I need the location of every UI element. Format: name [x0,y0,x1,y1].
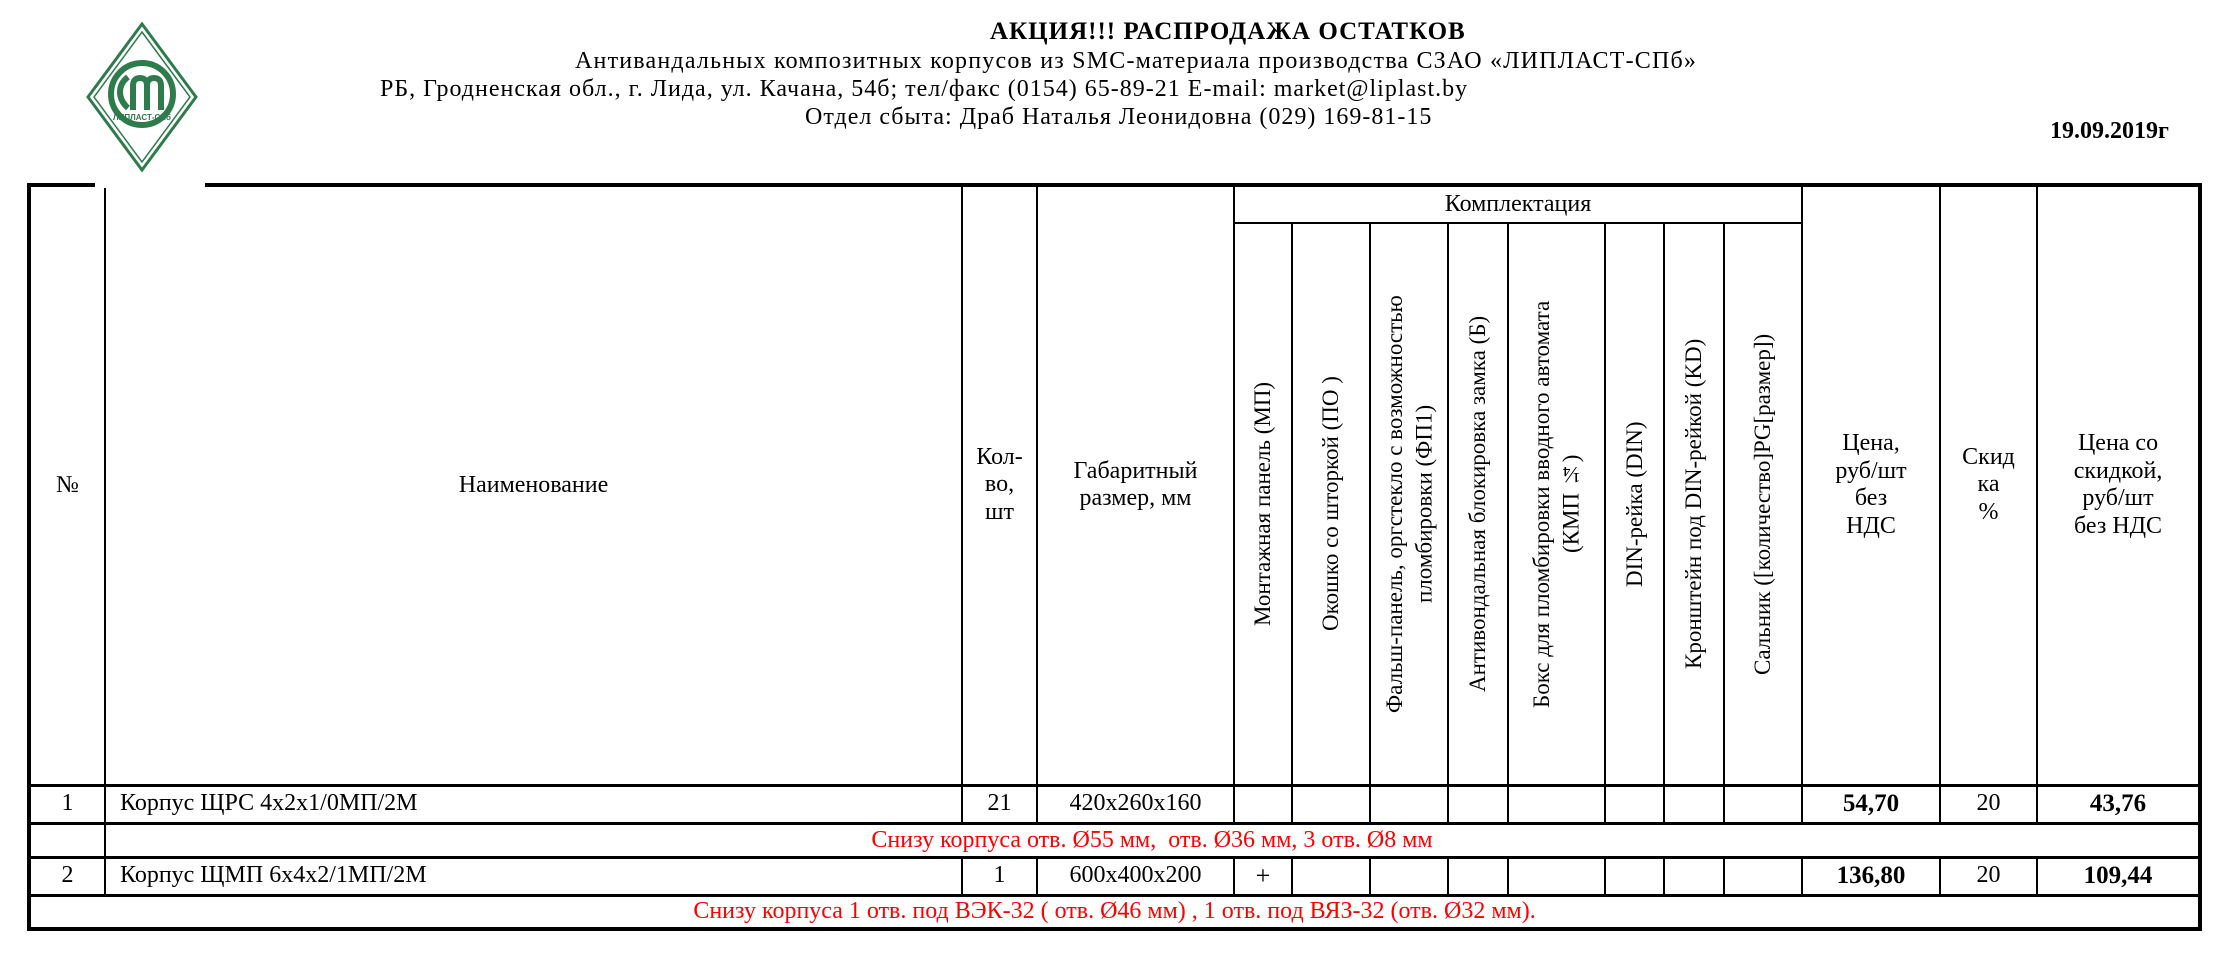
row-2-eq-mp: + [1233,855,1293,897]
col-header-qty: Кол- во, шт [961,184,1038,786]
equipment-header-kmp: Бокс для пломбировки вводного автомата (… [1507,222,1606,786]
col-header-num: № [28,184,106,786]
equipment-header-po-label: Окошко со шторкой (ПО ) [1318,376,1344,632]
row-1-name: Корпус ЩРС 4х2х1/0МП/2М [104,783,963,825]
row-2-price: 136,80 [1801,855,1942,897]
row-2-eq-gland [1722,855,1804,897]
row-1-note-text: Снизу корпуса отв. Ø55 мм, отв. Ø36 мм, … [871,826,1433,853]
equipment-header-po: Окошко со шторкой (ПО ) [1291,222,1371,786]
equipment-header-fp1-label: Фальш-панель, оргстекло с возможностью п… [1381,294,1436,713]
header-subtitle-products: Антивандальных композитных корпусов из S… [575,48,1698,74]
equipment-header-kd: Кронштейн под DIN-рейкой (KD) [1663,222,1725,786]
row-2-note-cell: Снизу корпуса 1 отв. под ВЭК-32 ( отв. Ø… [27,893,2202,931]
table-row-2: 2 Корпус ЩМП 6х4х2/1МП/2М 1 600х400х200 … [28,855,2202,897]
row-1-note-num-cell [28,821,106,859]
equipment-header-b-label: Антивондальная блокировка замка (Б) [1465,315,1491,692]
equipment-header-din: DIN-рейка (DIN) [1604,222,1665,786]
col-header-discount: Скид ка % [1939,184,2039,786]
row-2-num: 2 [28,855,106,897]
equipment-header-gland: Сальник ([количество]PG[размер]) [1722,222,1804,786]
row-2-eq-kd [1663,855,1725,897]
col-header-price: Цена, руб/шт без НДС [1801,184,1942,786]
col-header-price-discounted: Цена со скидкой, руб/шт без НДС [2036,184,2202,786]
row-1-qty: 21 [961,783,1038,825]
equipment-header-fp1: Фальш-панель, оргстекло с возможностью п… [1369,222,1449,786]
table-row-1: 1 Корпус ЩРС 4х2х1/0МП/2М 21 420х260х160… [28,783,2202,825]
table-row-1-note: Снизу корпуса отв. Ø55 мм, отв. Ø36 мм, … [28,821,2202,859]
row-2-name: Корпус ЩМП 6х4х2/1МП/2М [104,855,963,897]
header-address-contacts: РБ, Гродненская обл., г. Лида, ул. Качан… [380,76,1469,102]
header-sales-contact: Отдел сбыта: Драб Наталья Леонидовна (02… [805,104,1433,130]
row-1-eq-fp1 [1369,783,1449,825]
equipment-header-mp: Монтажная панель (МП) [1233,222,1293,786]
equipment-header-mp-label: Монтажная панель (МП) [1250,381,1276,626]
row-1-eq-b [1447,783,1509,825]
row-2-eq-kmp [1507,855,1606,897]
row-1-price: 54,70 [1801,783,1942,825]
equipment-header-kd-label: Кронштейн под DIN-рейкой (KD) [1681,338,1707,669]
row-2-note-text: Снизу корпуса 1 отв. под ВЭК-32 ( отв. Ø… [693,898,1536,925]
logo-border-gap [95,178,205,188]
row-1-discount: 20 [1939,783,2039,825]
liplast-logo-icon: ЛИПЛАСТ-СПб [86,21,198,173]
row-1-eq-din [1604,783,1665,825]
row-2-size: 600х400х200 [1036,855,1235,897]
table-row-2-note: Снизу корпуса 1 отв. под ВЭК-32 ( отв. Ø… [27,893,2202,931]
logo-text: ЛИПЛАСТ-СПб [113,113,171,122]
row-1-price-discounted: 43,76 [2036,783,2202,825]
row-1-eq-kd [1663,783,1725,825]
row-2-discount: 20 [1939,855,2039,897]
row-1-size: 420х260х160 [1036,783,1235,825]
equipment-header-b: Антивондальная блокировка замка (Б) [1447,222,1509,786]
price-table: № Наименование Кол- во, шт Габаритный ра… [27,183,2203,931]
row-2-price-discounted: 109,44 [2036,855,2202,897]
row-2-eq-din [1604,855,1665,897]
equipment-header-gland-label: Сальник ([количество]PG[размер]) [1750,333,1776,675]
row-2-eq-b [1447,855,1509,897]
row-2-eq-fp1 [1369,855,1449,897]
row-1-eq-gland [1722,783,1804,825]
col-header-name: Наименование [104,184,963,786]
row-1-eq-po [1291,783,1371,825]
equipment-header-din-label: DIN-рейка (DIN) [1621,420,1647,587]
row-1-num: 1 [28,783,106,825]
row-1-eq-mp [1233,783,1293,825]
equipment-header-kmp-label: Бокс для пломбировки вводного автомата (… [1529,300,1584,708]
row-2-eq-po [1291,855,1371,897]
col-header-equipment-group: Комплектация [1232,184,1804,224]
document-date: 19.09.2019г [2050,118,2169,144]
col-header-size: Габаритный размер, мм [1036,184,1235,786]
row-1-note-cell: Снизу корпуса отв. Ø55 мм, отв. Ø36 мм, … [103,821,2202,859]
row-2-qty: 1 [961,855,1038,897]
row-1-eq-kmp [1507,783,1606,825]
page-title: АКЦИЯ!!! РАСПРОДАЖА ОСТАТКОВ [990,18,1466,45]
